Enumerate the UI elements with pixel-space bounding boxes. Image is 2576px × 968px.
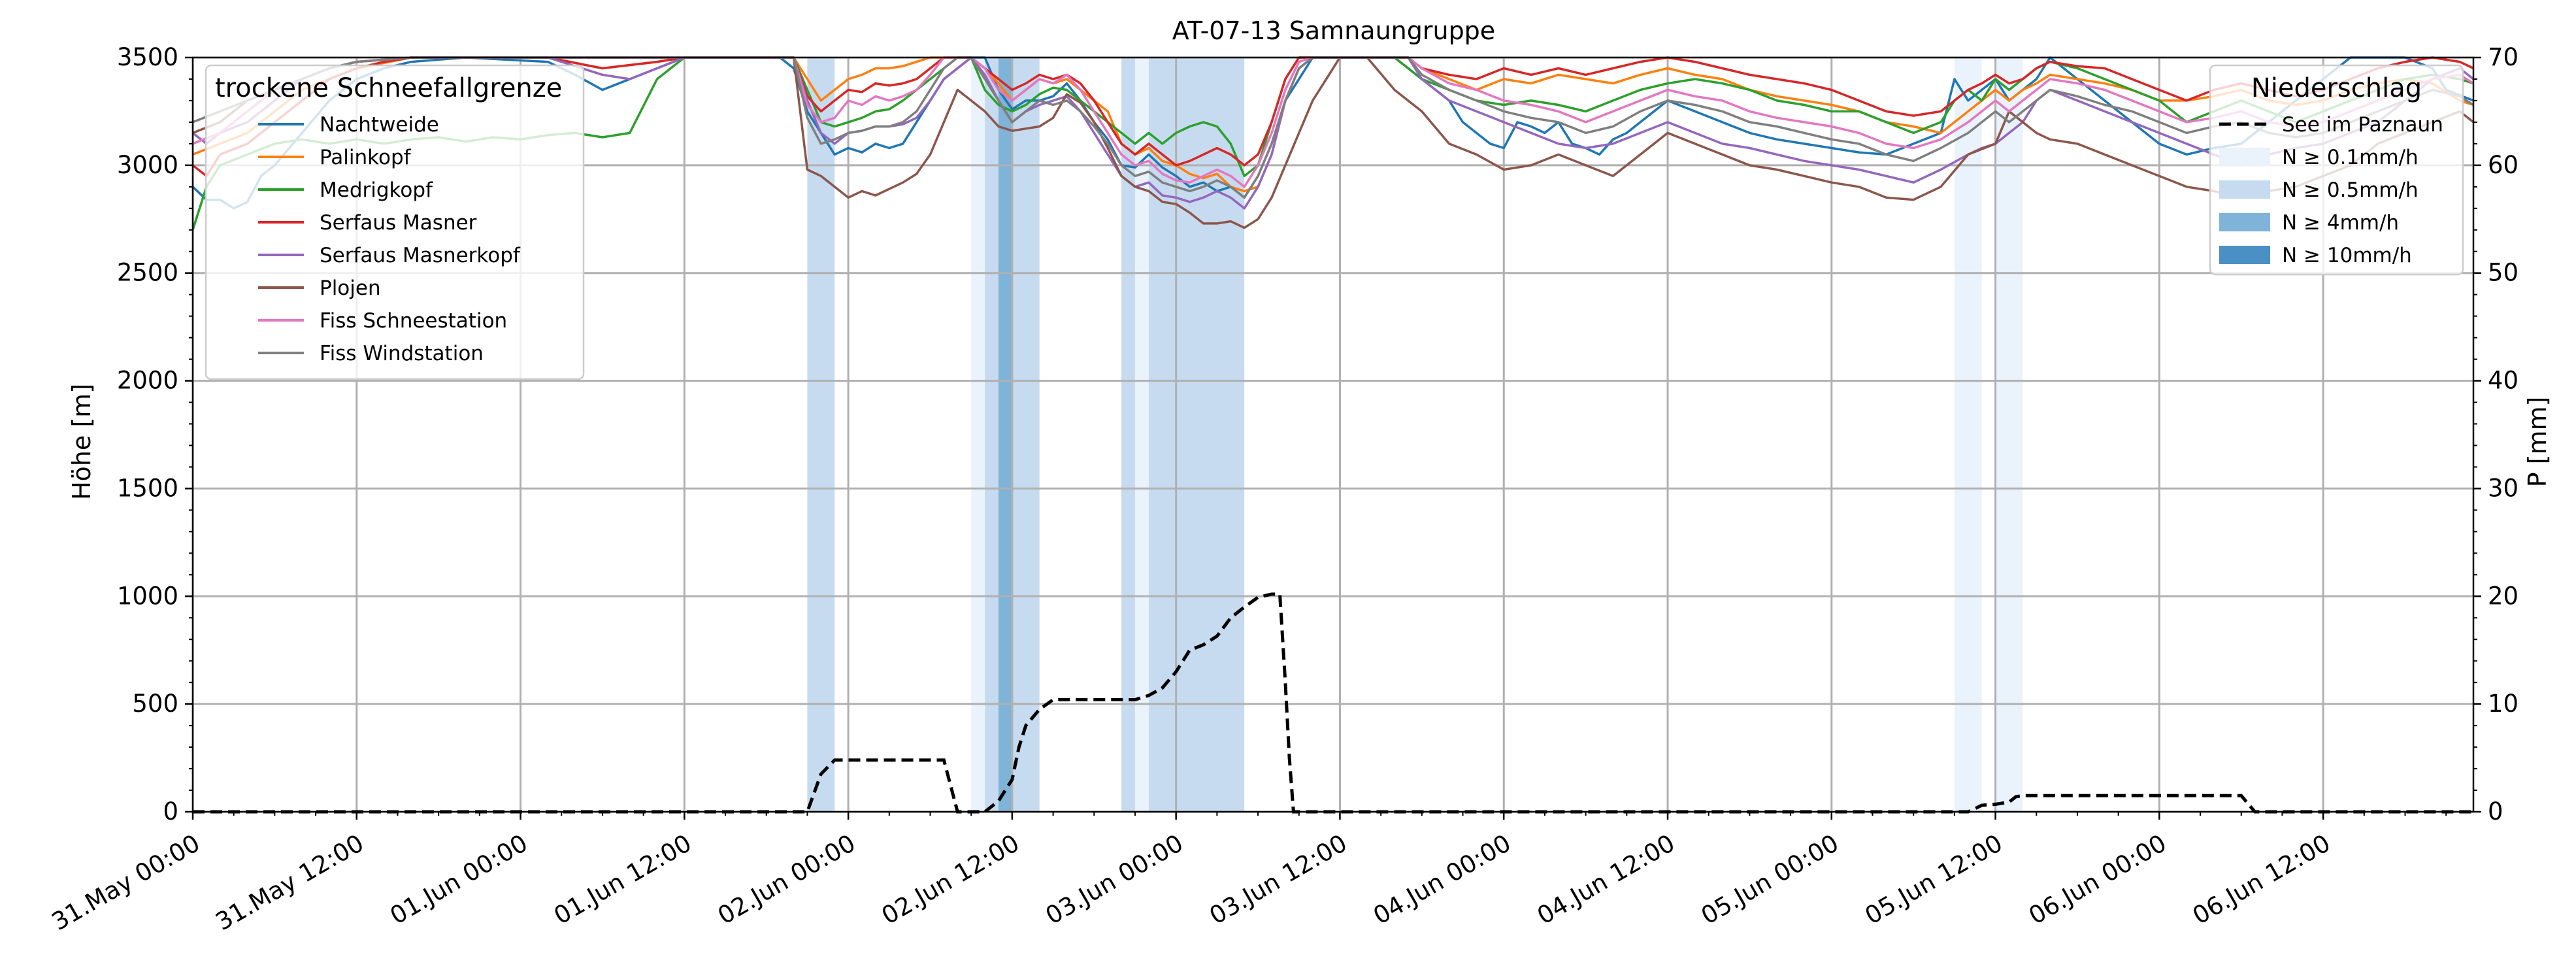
y-tick-label-left: 1500 [117, 474, 178, 502]
precip-band [1012, 58, 1040, 812]
y-tick-label-right: 0 [2488, 797, 2503, 826]
legend-stations: trockene Schneefallgrenze Nachtweide Palin… [205, 64, 585, 380]
x-tick-label: 03.Jun 12:00 [1204, 829, 1351, 930]
legend-precipitation-frame [2209, 64, 2464, 276]
y-tick-label-right: 60 [2488, 151, 2518, 179]
x-tick-label: 06.Jun 00:00 [2024, 829, 2171, 930]
precip-band [971, 58, 985, 812]
series-line [191, 56, 2474, 178]
x-tick-label: 02.Jun 12:00 [877, 829, 1024, 930]
x-tick-label: 02.Jun 00:00 [713, 829, 860, 930]
y-tick-label-right: 70 [2488, 43, 2518, 71]
y-tick-label-right: 30 [2488, 474, 2518, 502]
legend-precipitation: Niederschlag See im Paznaun N ≥ 0.1mm/h N ≥… [2209, 64, 2464, 276]
x-tick-label: 05.Jun 12:00 [1860, 829, 2007, 930]
x-tick-label: 31.May 00:00 [47, 829, 205, 936]
legend-swatch [2219, 213, 2270, 231]
y-tick-label-left: 3500 [117, 43, 178, 71]
legend-entry-label: N ≥ 0.5mm/h [2282, 178, 2419, 202]
y-tick-label-left: 2500 [117, 259, 178, 287]
legend-stations-title: trockene Schneefallgrenze [215, 73, 562, 103]
y-tick-label-left: 2000 [117, 367, 178, 395]
legend-entry-label: Serfaus Masner [320, 211, 477, 235]
series-lines [191, 56, 2475, 814]
x-tick-label: 01.Jun 12:00 [549, 829, 696, 930]
legend-swatch [2219, 180, 2270, 199]
x-tick-label: 05.Jun 00:00 [1696, 829, 1843, 930]
y-tick-label-left: 1000 [117, 582, 178, 610]
series-line [192, 56, 2474, 188]
x-tick-label: 06.Jun 12:00 [2188, 829, 2335, 930]
y-tick-label-right: 40 [2488, 367, 2518, 395]
legend-entry-label: Medrigkopf [320, 178, 433, 202]
legend-entry-label: N ≥ 4mm/h [2282, 211, 2399, 235]
y-tick-label-right: 10 [2488, 690, 2518, 718]
y-axis-label-right: P [mm] [2523, 397, 2552, 488]
precipitation-bands [807, 58, 2023, 812]
precip-band [1148, 58, 1245, 812]
legend-swatch [2219, 148, 2270, 166]
precip-band [1121, 58, 1135, 812]
precip-band [1995, 58, 2023, 812]
legend-entry-label: See im Paznaun [2282, 113, 2443, 137]
x-tick-label: 04.Jun 00:00 [1368, 829, 1515, 930]
grid-lines [191, 56, 2473, 813]
x-tick-label: 01.Jun 00:00 [386, 829, 533, 930]
y-tick-label-right: 50 [2488, 259, 2518, 287]
y-axis-label-left: Höhe [m] [67, 384, 96, 500]
precip-band [1954, 58, 1982, 812]
legend-precipitation-title: Niederschlag [2251, 73, 2422, 103]
precip-band [985, 58, 999, 812]
precip-band [998, 58, 1012, 812]
series-line [192, 56, 2475, 229]
legend-entry-label: Nachtweide [320, 113, 439, 137]
precip-band [1134, 58, 1149, 812]
legend-entry-label: Plojen [320, 276, 381, 300]
y-tick-label-left: 500 [132, 690, 178, 718]
legend-entry-label: N ≥ 10mm/h [2282, 244, 2412, 267]
legend-entry-label: N ≥ 0.1mm/h [2282, 146, 2419, 169]
legend-entry-label: Serfaus Masnerkopf [320, 244, 521, 267]
precip-line [193, 592, 2473, 814]
x-tick-label: 03.Jun 00:00 [1041, 829, 1188, 930]
x-tick-label: 04.Jun 12:00 [1532, 829, 1679, 930]
y-tick-label-right: 20 [2488, 582, 2518, 610]
legend-entry-label: Fiss Windstation [320, 342, 484, 365]
legend-entry-label: Palinkopf [320, 146, 412, 169]
x-tick-label: 31.May 12:00 [211, 829, 369, 936]
y-tick-label-left: 0 [163, 797, 178, 826]
chart-title: AT-07-13 Samnaungruppe [1172, 16, 1495, 45]
y-tick-label-left: 3000 [117, 151, 178, 179]
legend-stations-frame [205, 64, 585, 380]
legend-swatch [2219, 246, 2270, 264]
legend-entry-label: Fiss Schneestation [320, 309, 507, 333]
plot-frame [191, 56, 2475, 813]
series-line [192, 56, 2474, 199]
